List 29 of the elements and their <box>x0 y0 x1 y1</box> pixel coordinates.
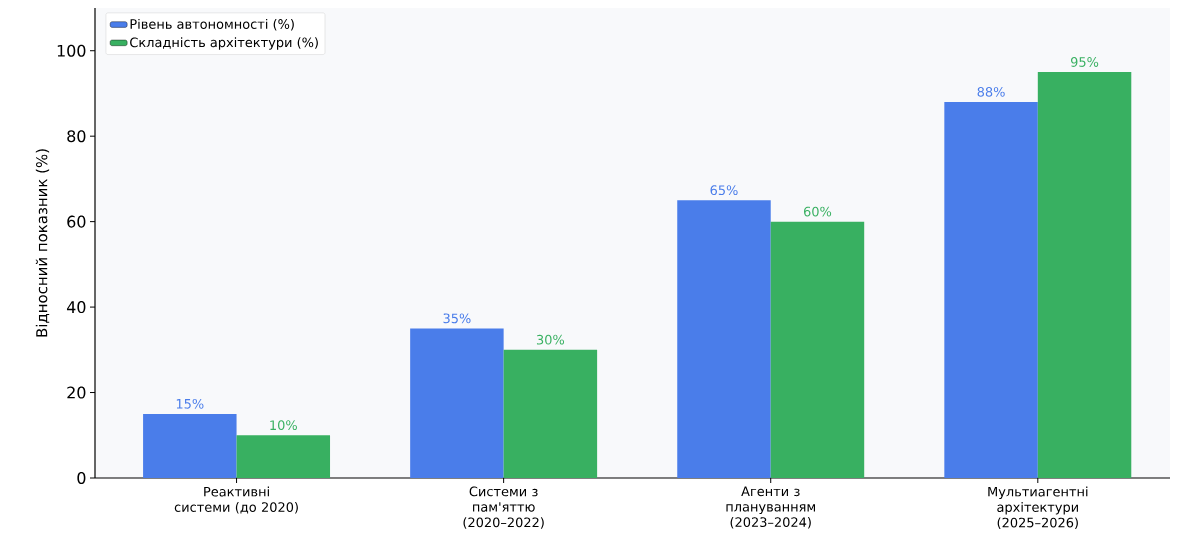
legend-label: Рівень автономності (%) <box>130 18 294 31</box>
bar <box>503 349 598 478</box>
bar <box>236 435 331 478</box>
data-label: 65% <box>710 185 738 196</box>
bar <box>944 102 1038 478</box>
data-label: 95% <box>1070 57 1099 67</box>
bar <box>770 221 865 478</box>
x-tick-label: Мультиагентні архітектури (2025–2026) <box>988 486 1088 529</box>
bar <box>143 413 237 478</box>
bar <box>410 328 504 478</box>
bar <box>677 200 771 478</box>
x-tick-label: Реактивні системи (до 2020) <box>174 486 298 514</box>
y-tick-label: 80 <box>67 130 86 143</box>
y-tick-label: 60 <box>67 215 86 228</box>
data-label: 10% <box>270 420 297 431</box>
bar <box>1037 72 1132 478</box>
y-axis-title: Відносний показник (%) <box>35 149 50 337</box>
data-label: 88% <box>977 87 1005 97</box>
y-tick-label: 20 <box>67 386 86 399</box>
data-label: 15% <box>176 398 204 409</box>
data-label: 35% <box>443 313 471 324</box>
y-tick-label: 40 <box>66 301 86 314</box>
y-tick-label: 100 <box>57 44 86 57</box>
data-label: 60% <box>803 206 832 217</box>
data-label: 30% <box>536 334 565 345</box>
legend-label: Складність архітектури (%) <box>130 37 318 50</box>
x-tick-label: Системи з пам'яттю (2020–2022) <box>463 486 544 529</box>
y-tick-label: 0 <box>77 471 86 485</box>
x-tick-label: Агенти з плануванням (2023–2024) <box>726 486 815 529</box>
